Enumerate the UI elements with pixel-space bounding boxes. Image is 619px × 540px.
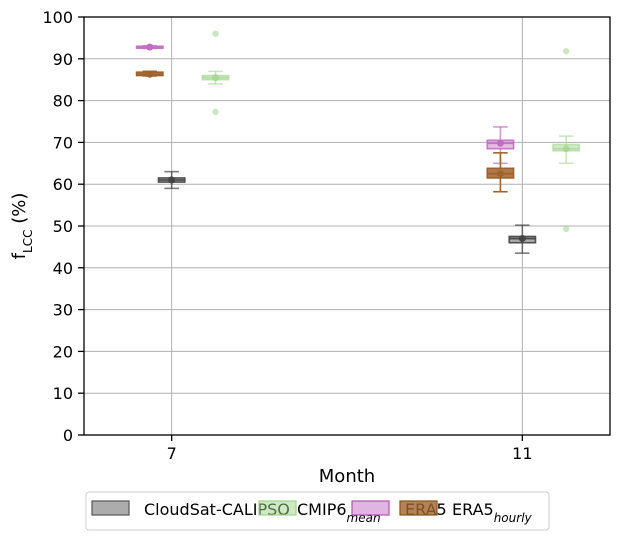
- mean-marker: [146, 43, 154, 51]
- box: [157, 170, 186, 190]
- outlier-point: [562, 48, 570, 55]
- mean-marker: [168, 176, 176, 184]
- legend-swatch-cmip6: [258, 500, 297, 516]
- box: [135, 70, 164, 78]
- mean-marker: [496, 170, 504, 178]
- legend-label-era5-hourly: ERA5hourly: [452, 500, 533, 525]
- box: [135, 43, 164, 51]
- legend-swatch-era5-hourly: [399, 500, 438, 516]
- mean-marker: [518, 235, 526, 243]
- legend-swatch-cloudsat: [91, 500, 130, 516]
- y-tick-label: 0: [63, 426, 73, 445]
- x-tick-label: 7: [167, 444, 177, 463]
- y-tick-label: 30: [53, 301, 73, 320]
- y-tick-label: 90: [53, 50, 73, 69]
- y-axis-label-sub: LCC: [21, 230, 35, 253]
- y-axis-label: fLCC (%): [9, 193, 35, 260]
- series-3: [135, 70, 515, 193]
- outlier-point: [562, 225, 570, 233]
- y-tick-label: 100: [42, 8, 73, 27]
- mean-marker: [496, 139, 504, 147]
- axis-layer: 0 10 20 30 40 50 60 70 80 90 100 7 11: [42, 8, 532, 463]
- box: [486, 152, 515, 193]
- mean-marker: [212, 74, 219, 82]
- series-1: [201, 30, 581, 233]
- y-tick-label: 40: [53, 259, 73, 278]
- mean-marker: [146, 70, 154, 78]
- legend: CloudSat-CALIPSO CMIP6mean ERA5 ERA5hour…: [85, 491, 550, 531]
- legend-label-cloudsat: CloudSat-CALIPSO: [144, 500, 290, 519]
- y-tick-label: 20: [53, 342, 73, 361]
- legend-swatch-era5: [351, 500, 390, 516]
- boxes-layer: [135, 30, 581, 254]
- y-tick-label: 10: [53, 384, 73, 403]
- y-tick-label: 80: [53, 92, 73, 111]
- x-tick-label: 11: [512, 444, 532, 463]
- x-axis-label: Month: [319, 466, 375, 487]
- grid-layer: [84, 16, 610, 436]
- outlier-point: [212, 108, 219, 116]
- y-axis-label-unit: (%): [9, 193, 30, 230]
- box: [552, 48, 581, 233]
- outlier-point: [212, 30, 219, 37]
- y-axis-label-main: f: [9, 252, 30, 259]
- box: [201, 30, 230, 116]
- series-0: [157, 170, 537, 254]
- y-tick-label: 60: [53, 175, 73, 194]
- y-tick-label: 50: [53, 217, 73, 236]
- series-2: [135, 43, 515, 165]
- y-tick-label: 70: [53, 133, 73, 152]
- box: [508, 224, 537, 254]
- mean-marker: [562, 145, 570, 153]
